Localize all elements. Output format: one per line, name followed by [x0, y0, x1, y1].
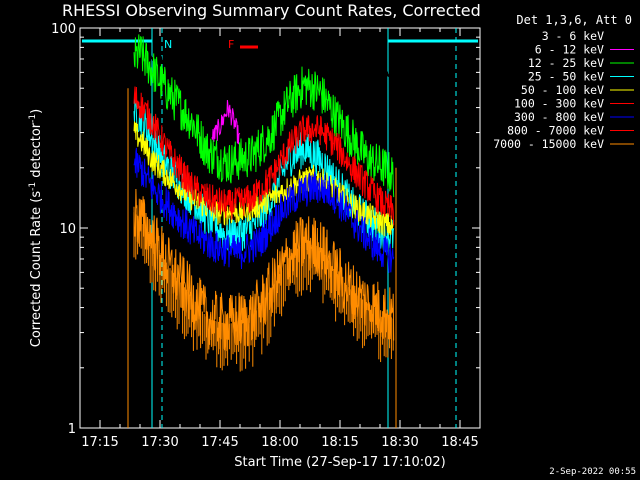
legend-label-4: 50 - 100 keV — [521, 83, 604, 97]
legend-label-0: 3 - 6 keV — [542, 29, 604, 43]
y-tick-label: 100 — [51, 22, 76, 37]
legend-label-3: 25 - 50 keV — [528, 70, 604, 84]
legend-label-1: 6 - 12 keV — [535, 43, 604, 57]
x-tick-label: 17:45 — [201, 435, 238, 450]
x-tick-label: 18:30 — [381, 435, 418, 450]
timestamp: 2-Sep-2022 00:55 — [549, 467, 636, 477]
x-axis-label: Start Time (27-Sep-17 17:10:02) — [234, 455, 445, 470]
series-line-2 — [133, 34, 395, 198]
series-line-6 — [133, 147, 395, 273]
y-tick-label: 10 — [59, 222, 76, 237]
y-tick-label: 1 — [68, 422, 76, 437]
annotation-f: F — [228, 38, 234, 51]
x-tick-label: 17:30 — [141, 435, 178, 450]
x-tick-label: 18:00 — [261, 435, 298, 450]
legend-label-6: 300 - 800 keV — [514, 110, 604, 124]
axis-ticks: 1 10 100 17:15 17:30 17:45 18:00 18:15 18:30 18:4… — [51, 22, 481, 450]
series-line-5 — [133, 86, 395, 226]
series-line-0 — [133, 55, 395, 78]
annotation-n: N — [164, 38, 172, 51]
legend-label-2: 12 - 25 keV — [528, 56, 604, 70]
legend-label-5: 100 - 300 keV — [514, 97, 604, 111]
series-line-1 — [211, 99, 241, 145]
x-tick-label: 18:15 — [321, 435, 358, 450]
legend-label-7: 800 - 7000 keV — [507, 124, 604, 138]
legend-label-8: 7000 - 15000 keV — [493, 137, 604, 151]
x-tick-label: 18:45 — [441, 435, 478, 450]
series-lines — [133, 34, 395, 372]
chart-title: RHESSI Observing Summary Count Rates, Co… — [62, 1, 481, 20]
series-line-4 — [133, 121, 395, 237]
detector-label: Det 1,3,6, Att 0 — [516, 13, 632, 27]
x-tick-label: 17:15 — [81, 435, 118, 450]
y-axis-label: Corrected Count Rate (s-1 detector-1) — [28, 109, 44, 347]
